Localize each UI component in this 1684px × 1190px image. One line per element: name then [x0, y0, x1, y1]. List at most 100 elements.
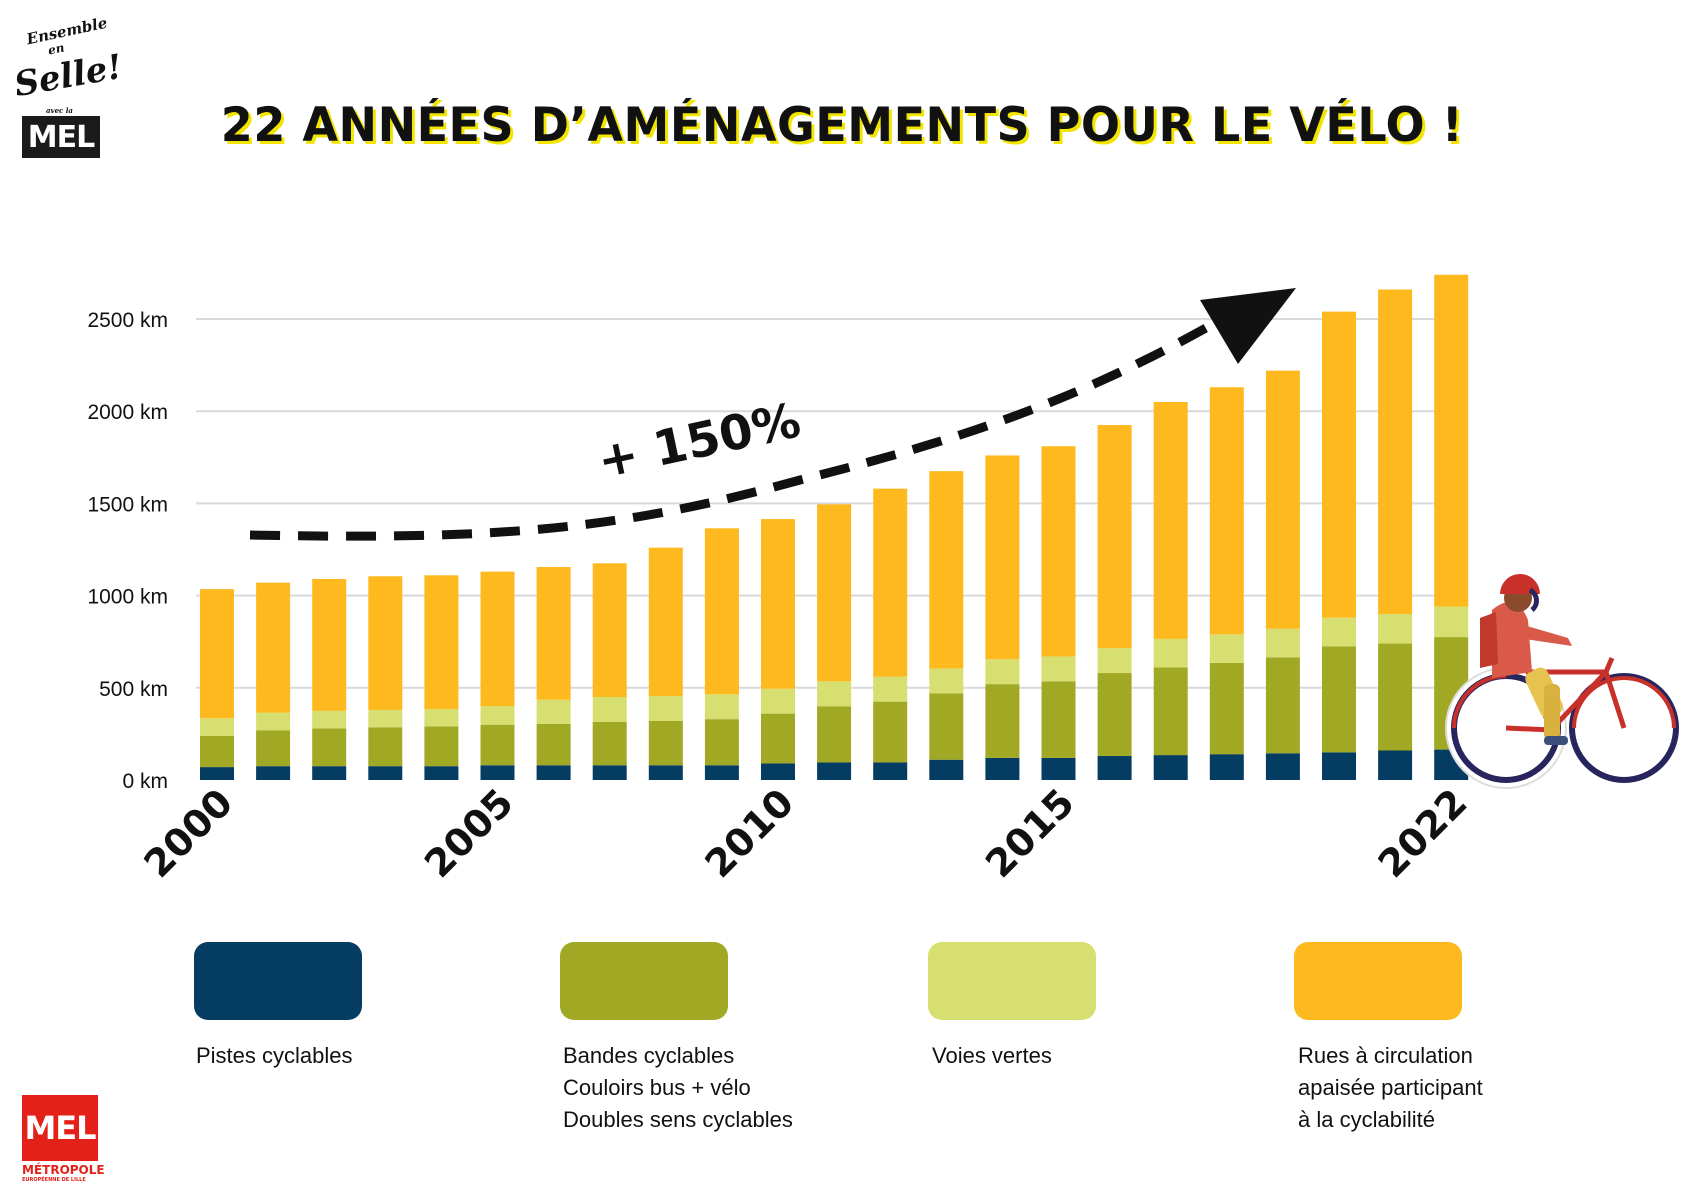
- legend-line: Doubles sens cyclables: [563, 1107, 793, 1132]
- bar-segment-2003-s3: [368, 576, 403, 710]
- y-tick-label: 1000 km: [87, 586, 168, 609]
- bar-segment-2016-s3: [1097, 425, 1132, 649]
- bar-segment-2010-s0: [761, 763, 795, 780]
- headphone: [1528, 587, 1539, 612]
- legend-line: Voies vertes: [932, 1043, 1052, 1068]
- legend-label-bandes: Bandes cyclables Couloirs bus + vélo Dou…: [563, 1040, 793, 1136]
- legend-swatch-pistes: [194, 942, 362, 1020]
- bar-segment-2009-s3: [704, 528, 739, 695]
- bar-segment-2003-s2: [368, 709, 403, 728]
- bar-segment-2012-s0: [873, 762, 908, 780]
- rider-backpack: [1480, 612, 1498, 668]
- page-title: 22 ANNÉES D’AMÉNAGEMENTS POUR LE VÉLO !: [220, 98, 1464, 153]
- metropole-logo-box: MEL: [22, 1095, 98, 1161]
- bar-segment-2011-s2: [817, 681, 852, 707]
- bar-segment-2021-s3: [1378, 289, 1413, 615]
- bar-segment-2018-s3: [1209, 387, 1244, 635]
- bar-segment-2020-s3: [1322, 311, 1356, 618]
- bar-segment-2009-s0: [704, 765, 739, 780]
- bar-segment-2000-s0: [200, 767, 234, 780]
- bar-segment-2022-s3: [1434, 274, 1469, 607]
- trend-dashed-line: [249, 316, 1223, 541]
- cyclist-illustration: [1445, 574, 1679, 789]
- bar-segment-2015-s3: [1041, 446, 1076, 657]
- bar-segment-2001-s3: [256, 582, 291, 713]
- rider-shoe: [1544, 736, 1568, 745]
- bar-segment-2000-s1: [200, 735, 234, 768]
- bar-segment-2013-s3: [929, 471, 964, 669]
- bar-segment-2007-s1: [592, 721, 627, 766]
- metropole-logo: MEL MÉTROPOLE EUROPÉENNE DE LILLE: [22, 1095, 105, 1187]
- bar-segment-2019-s0: [1265, 753, 1300, 780]
- bar-segment-2017-s1: [1153, 667, 1188, 756]
- bar-segment-2008-s1: [648, 720, 683, 766]
- bar-segment-2019-s1: [1265, 657, 1300, 754]
- bar-segment-2020-s2: [1322, 617, 1356, 647]
- bars: [200, 274, 1469, 780]
- bar-segment-2006-s3: [536, 567, 571, 700]
- bar-segment-2010-s3: [761, 519, 795, 689]
- bar-segment-2004-s3: [424, 575, 459, 710]
- bar-segment-2022-s2: [1434, 606, 1469, 638]
- bar-segment-2005-s3: [480, 571, 515, 707]
- bar-segment-2004-s2: [424, 709, 459, 727]
- y-tick-label: 0 km: [122, 770, 168, 793]
- bar-segment-2006-s0: [536, 765, 571, 780]
- legend-line: apaisée participant: [1298, 1075, 1483, 1100]
- bar-segment-2008-s2: [648, 696, 683, 721]
- legend-swatch-rues: [1294, 942, 1462, 1020]
- bar-segment-2018-s2: [1209, 634, 1244, 663]
- legend-line: Pistes cyclables: [196, 1043, 353, 1068]
- x-tick-label: 2015: [977, 780, 1083, 886]
- bar-segment-2018-s1: [1209, 662, 1244, 755]
- bar-segment-2006-s1: [536, 723, 571, 766]
- x-tick-label: 2000: [135, 780, 241, 886]
- metropole-logo-line1: MÉTROPOLE: [22, 1163, 105, 1177]
- bar-segment-2012-s2: [873, 676, 908, 702]
- bar-segment-2016-s1: [1097, 673, 1132, 757]
- bar-segment-2018-s0: [1209, 754, 1244, 780]
- metropole-logo-line2: EUROPÉENNE DE LILLE: [22, 1177, 86, 1183]
- bar-segment-2004-s0: [424, 766, 459, 780]
- bar-segment-2007-s3: [592, 563, 627, 698]
- trend-arrowhead: [1200, 288, 1296, 364]
- bar-segment-2007-s2: [592, 697, 627, 722]
- bar-segment-2014-s0: [985, 757, 1020, 780]
- bar-segment-2000-s2: [200, 718, 234, 736]
- bar-segment-2005-s2: [480, 706, 515, 725]
- x-axis-labels: 2000 2005 2010 2015 2022: [135, 780, 1475, 886]
- bar-segment-2021-s0: [1378, 750, 1413, 780]
- logo-line-4: avec la: [46, 106, 73, 115]
- bar-segment-2007-s0: [592, 765, 627, 780]
- y-tick-label: 2000 km: [87, 401, 168, 424]
- bar-segment-2014-s2: [985, 659, 1020, 685]
- bar-segment-2009-s1: [704, 719, 739, 766]
- bar-segment-2000-s3: [200, 589, 234, 719]
- bar-segment-2015-s2: [1041, 656, 1076, 682]
- legend-label-pistes: Pistes cyclables: [196, 1040, 353, 1072]
- bar-segment-2012-s3: [873, 488, 908, 677]
- bar-segment-2019-s3: [1265, 370, 1300, 629]
- bar-segment-2002-s1: [312, 728, 347, 767]
- bar-segment-2016-s0: [1097, 756, 1132, 780]
- legend-line: Couloirs bus + vélo: [563, 1075, 751, 1100]
- bar-segment-2002-s0: [312, 766, 347, 780]
- bar-segment-2015-s1: [1041, 681, 1076, 758]
- bar-segment-2010-s1: [761, 713, 795, 764]
- ensemble-en-selle-logo: Ensemble en Selle! avec la MEL: [11, 14, 125, 158]
- bar-segment-2020-s1: [1322, 646, 1356, 753]
- x-tick-label: 2005: [416, 780, 522, 886]
- bar-segment-2013-s0: [929, 759, 964, 780]
- bar-segment-2001-s1: [256, 730, 291, 767]
- bar-segment-2011-s0: [817, 762, 852, 780]
- trend-arrow: [249, 288, 1296, 541]
- bar-segment-2015-s0: [1041, 757, 1076, 780]
- bar-segment-2014-s1: [985, 684, 1020, 758]
- bar-segment-2012-s1: [873, 701, 908, 763]
- y-tick-label: 2500 km: [87, 309, 168, 332]
- bar-segment-2009-s2: [704, 694, 739, 720]
- bar-segment-2020-s0: [1322, 752, 1356, 780]
- bar-segment-2002-s3: [312, 579, 347, 711]
- bar-segment-2017-s3: [1153, 401, 1188, 639]
- bar-segment-2004-s1: [424, 726, 459, 767]
